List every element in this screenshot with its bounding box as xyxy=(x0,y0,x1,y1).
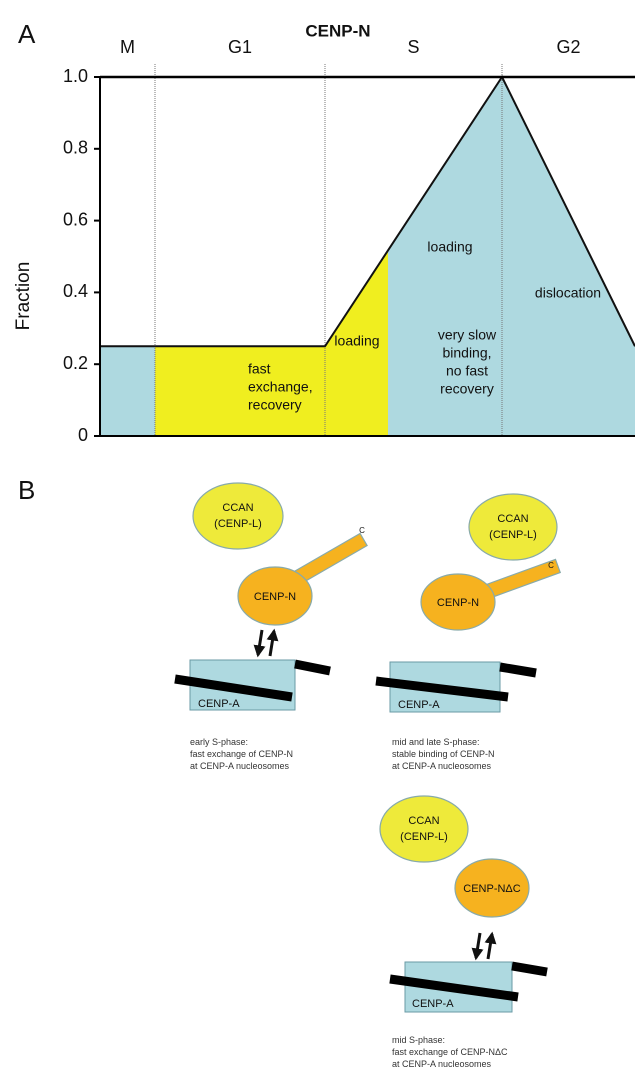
y-tick-label: 0.6 xyxy=(63,209,88,229)
y-tick-label: 0.4 xyxy=(63,281,88,301)
caption: at CENP-A nucleosomes xyxy=(392,761,492,771)
caption: mid S-phase: xyxy=(392,1035,445,1045)
region-annotation: loading xyxy=(334,333,379,349)
arrow xyxy=(258,630,262,655)
c-label: C xyxy=(548,561,554,570)
caption: at CENP-A nucleosomes xyxy=(392,1059,492,1069)
c-label: C xyxy=(359,526,365,535)
y-axis-label: Fraction xyxy=(13,262,34,331)
caption: early S-phase: xyxy=(190,737,248,747)
y-tick-label: 0.2 xyxy=(63,353,88,373)
caption: stable binding of CENP-N xyxy=(392,749,495,759)
panel-label: B xyxy=(18,475,35,505)
plot: M G1 S G2 0 0.2 0.4 0.6 0.8 1.0 fast exchange, recov… xyxy=(63,37,635,445)
ccan-label: (CENP-L) xyxy=(489,529,537,541)
nucleosome-label: CENP-A xyxy=(412,998,454,1010)
protein-label: CENP-NΔC xyxy=(463,883,521,895)
dna xyxy=(500,667,536,673)
scenario: CCAN (CENP-L) CENP-N C CENP-A mid and la… xyxy=(376,494,560,771)
ccan-label: CCAN xyxy=(497,513,528,525)
region-annotation: no fast xyxy=(446,363,488,379)
dna xyxy=(295,664,330,671)
scenario: CCAN (CENP-L) CENP-N C CENP-A early S-ph… xyxy=(175,483,367,771)
panel-label: A xyxy=(18,19,36,49)
phase-label: G1 xyxy=(228,37,252,57)
ccan-label: (CENP-L) xyxy=(214,518,262,530)
caption: at CENP-A nucleosomes xyxy=(190,761,290,771)
nucleosome-label: CENP-A xyxy=(398,699,440,711)
y-tick-label: 0.8 xyxy=(63,138,88,158)
ccan-shape xyxy=(380,796,468,862)
ccan-shape xyxy=(193,483,283,549)
region-annotation: exchange, xyxy=(248,379,313,395)
protein-label: CENP-N xyxy=(437,597,479,609)
region-annotation: fast xyxy=(248,361,271,377)
arrow xyxy=(270,631,274,656)
region-annotation: recovery xyxy=(440,381,494,397)
arrow xyxy=(476,933,480,958)
caption: mid and late S-phase: xyxy=(392,737,480,747)
y-tick-label: 1.0 xyxy=(63,66,88,86)
phase-label: G2 xyxy=(556,37,580,57)
y-tick-label: 0 xyxy=(78,425,88,445)
chart-title: CENP-N xyxy=(305,21,370,40)
phase-label: S xyxy=(407,37,419,57)
region-annotation: dislocation xyxy=(535,285,601,301)
figure: A CENP-N Fraction M G1 S G2 0 0.2 0.4 0.6 0.8 1.0… xyxy=(0,0,635,1071)
phase-label: M xyxy=(120,37,135,57)
dna xyxy=(512,966,547,972)
arrow xyxy=(488,934,492,959)
ccan-label: CCAN xyxy=(222,502,253,514)
protein-label: CENP-N xyxy=(254,591,296,603)
nucleosome-label: CENP-A xyxy=(198,698,240,710)
scenario: CCAN (CENP-L) CENP-NΔC CENP-A mid S-phas… xyxy=(380,796,547,1069)
caption: fast exchange of CENP-N xyxy=(190,749,293,759)
region-annotation: loading xyxy=(427,239,472,255)
region-annotation: very slow xyxy=(438,327,497,343)
caption: fast exchange of CENP-NΔC xyxy=(392,1047,508,1057)
region-annotation: binding, xyxy=(442,345,491,361)
area-region xyxy=(100,346,155,436)
area-region xyxy=(502,77,635,436)
ccan-label: (CENP-L) xyxy=(400,831,448,843)
region-annotation: recovery xyxy=(248,397,302,413)
ccan-shape xyxy=(469,494,557,560)
ccan-label: CCAN xyxy=(408,815,439,827)
